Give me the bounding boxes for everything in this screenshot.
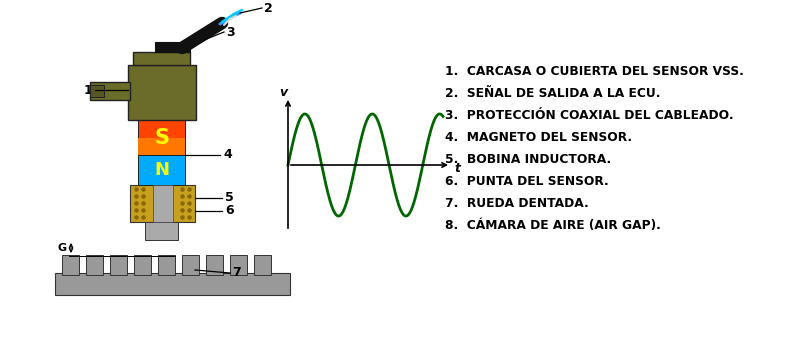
Bar (110, 255, 127, 275)
Bar (128, 65, 196, 120)
Text: N: N (154, 161, 169, 179)
Text: S: S (154, 127, 169, 148)
Bar (138, 137, 185, 155)
Bar (90, 85, 104, 97)
Text: 1.  CARCASA O CUBIERTA DEL SENSOR VSS.: 1. CARCASA O CUBIERTA DEL SENSOR VSS. (445, 65, 744, 78)
Text: 3.  PROTECCIÓN COAXIAL DEL CABLEADO.: 3. PROTECCIÓN COAXIAL DEL CABLEADO. (445, 109, 734, 122)
Text: 4.  MAGNETO DEL SENSOR.: 4. MAGNETO DEL SENSOR. (445, 131, 632, 144)
Bar (230, 255, 247, 275)
Text: 7: 7 (232, 267, 241, 279)
Bar (55, 273, 290, 295)
Text: 2: 2 (264, 1, 273, 14)
Text: 5.  BOBINA INDUCTORA.: 5. BOBINA INDUCTORA. (445, 153, 611, 166)
Text: t: t (454, 162, 460, 176)
Text: 2.  SEÑAL DE SALIDA A LA ECU.: 2. SEÑAL DE SALIDA A LA ECU. (445, 87, 661, 100)
Bar (254, 255, 271, 275)
Bar (158, 255, 175, 275)
Text: 7.  RUEDA DENTADA.: 7. RUEDA DENTADA. (445, 197, 589, 210)
Text: v: v (279, 87, 287, 99)
Bar (155, 42, 190, 52)
Bar (86, 255, 103, 275)
Bar (62, 255, 79, 275)
Text: 3: 3 (226, 26, 234, 38)
Text: 8.  CÁMARA DE AIRE (AIR GAP).: 8. CÁMARA DE AIRE (AIR GAP). (445, 219, 661, 232)
Bar (90, 82, 130, 100)
Bar (133, 52, 190, 65)
Bar (130, 185, 195, 222)
Bar (134, 255, 151, 275)
Text: 5: 5 (225, 191, 234, 205)
Bar (145, 222, 178, 240)
Bar (138, 155, 185, 185)
Bar (206, 255, 223, 275)
Bar (138, 120, 185, 155)
Bar (153, 185, 173, 222)
Text: G: G (58, 243, 67, 253)
Bar (182, 255, 199, 275)
Text: 4: 4 (223, 149, 232, 161)
Text: 6.  PUNTA DEL SENSOR.: 6. PUNTA DEL SENSOR. (445, 175, 609, 188)
Text: 6: 6 (225, 205, 234, 217)
Text: 1: 1 (83, 84, 92, 96)
